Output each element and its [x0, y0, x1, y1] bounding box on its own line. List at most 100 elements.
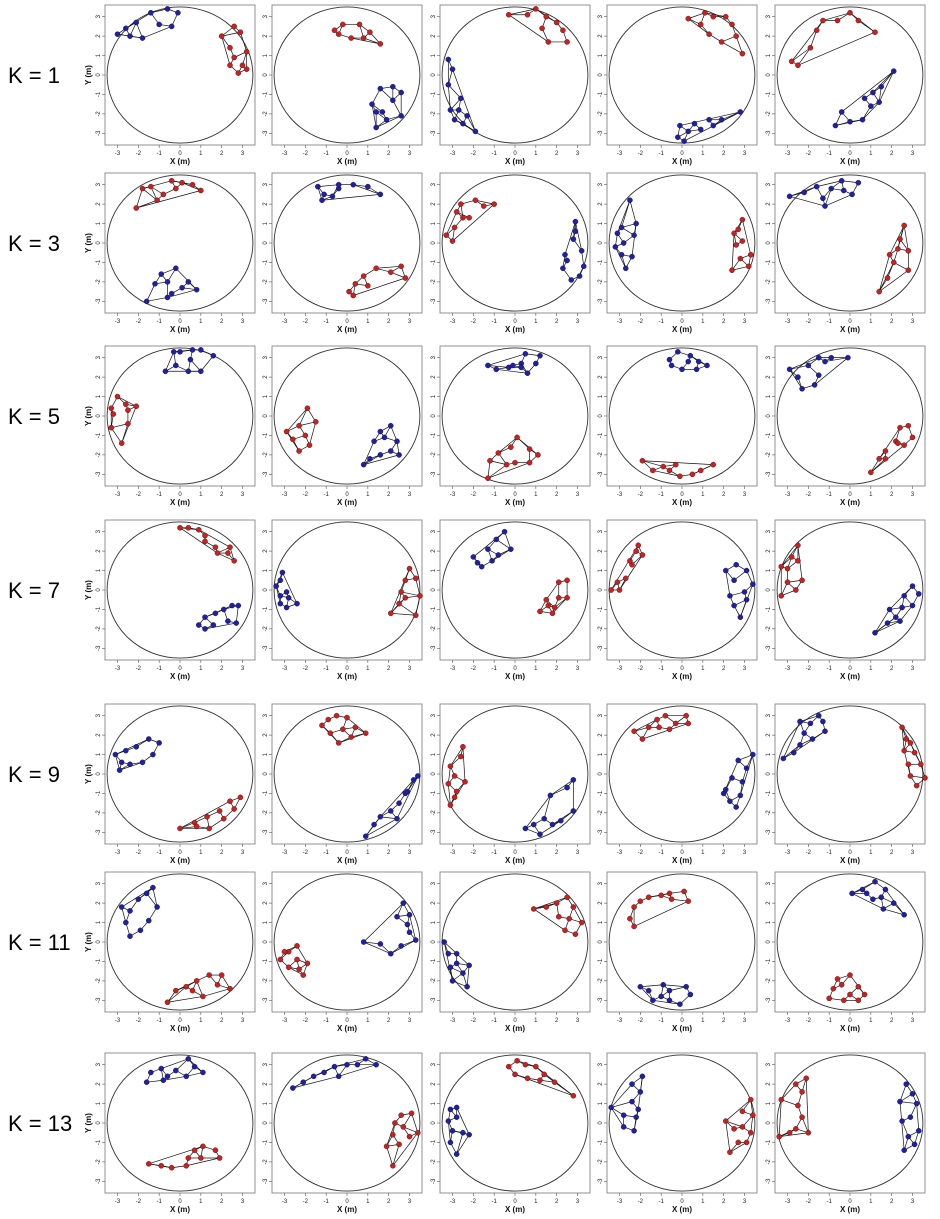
- arena-circle: [776, 1054, 924, 1192]
- y-tick-label: 3: [263, 713, 269, 717]
- x-tick-label: -2: [471, 1199, 477, 1205]
- blue-point: [148, 10, 154, 16]
- y-tick-label: -2: [598, 626, 604, 632]
- red-point: [702, 10, 708, 16]
- y-tick-label: -2: [96, 111, 102, 117]
- blue-point: [897, 1098, 903, 1105]
- red-edge: [208, 818, 224, 829]
- x-tick-label: -2: [303, 1018, 309, 1024]
- blue-edge: [363, 902, 404, 943]
- blue-edge: [575, 221, 583, 251]
- y-tick-label: 0: [766, 241, 772, 245]
- red-point: [731, 1126, 737, 1132]
- blue-point: [677, 1001, 683, 1007]
- blue-edge: [824, 188, 832, 207]
- red-edge: [781, 1099, 799, 1106]
- red-edge: [901, 727, 905, 751]
- blue-point: [156, 21, 162, 28]
- x-tick-label: -1: [323, 492, 329, 498]
- red-point: [206, 972, 212, 978]
- blue-point: [706, 116, 712, 123]
- blue-edge: [789, 357, 819, 370]
- y-tick-label: 0: [431, 588, 437, 592]
- plot-frame: [104, 345, 256, 487]
- red-point: [855, 983, 862, 990]
- blue-edge: [456, 1107, 470, 1135]
- red-point: [387, 610, 394, 617]
- red-edge: [893, 262, 909, 271]
- blue-point: [191, 1063, 198, 1070]
- blue-point: [145, 917, 152, 924]
- plot-frame: [774, 519, 926, 661]
- red-edge: [240, 32, 247, 52]
- red-point: [356, 21, 363, 28]
- x-tick-label: -2: [136, 151, 142, 157]
- x-tick-label: 2: [555, 151, 559, 157]
- x-tick-label: -1: [156, 850, 162, 856]
- blue-point: [847, 118, 853, 125]
- x-axis-label: X (m): [505, 325, 525, 334]
- y-tick-label: -3: [263, 829, 269, 835]
- blue-point: [687, 352, 694, 359]
- y-tick-label: 2: [431, 549, 437, 553]
- x-tick-label: 0: [345, 151, 349, 157]
- x-axis-label: X (m): [840, 1205, 860, 1214]
- red-point: [662, 712, 669, 719]
- red-point: [312, 419, 319, 425]
- red-point: [377, 41, 384, 47]
- blue-point: [143, 890, 150, 897]
- blue-point: [220, 606, 227, 613]
- blue-point: [668, 362, 675, 369]
- x-tick-label: -3: [785, 850, 791, 856]
- blue-edge: [504, 531, 512, 550]
- blue-point: [693, 366, 700, 373]
- blue-point: [612, 244, 619, 250]
- y-tick-label: 1: [598, 920, 604, 924]
- blue-point: [916, 591, 922, 597]
- blue-point: [277, 593, 284, 599]
- blue-point: [501, 528, 508, 535]
- x-tick-label: 0: [345, 850, 349, 856]
- blue-point: [449, 66, 456, 72]
- blue-point: [861, 95, 868, 102]
- blue-point: [453, 950, 460, 957]
- blue-point: [235, 602, 242, 609]
- red-point: [623, 575, 629, 582]
- blue-point: [620, 240, 627, 246]
- red-point: [905, 267, 912, 273]
- blue-point: [618, 224, 625, 231]
- y-tick-label: 0: [96, 940, 102, 944]
- blue-point: [202, 626, 208, 632]
- red-edge: [742, 219, 752, 255]
- y-tick-label: 2: [431, 34, 437, 38]
- blue-point: [637, 983, 644, 990]
- y-tick-label: -1: [96, 606, 102, 612]
- blue-point: [143, 298, 150, 305]
- y-tick-label: -2: [263, 452, 269, 458]
- red-point: [412, 612, 419, 619]
- blue-point: [629, 1081, 635, 1087]
- y-tick-label: 1: [96, 752, 102, 756]
- x-tick-label: 2: [890, 1018, 894, 1024]
- red-edge: [475, 199, 495, 205]
- red-point: [417, 593, 423, 599]
- red-point: [227, 544, 233, 550]
- red-edge: [797, 31, 876, 66]
- x-tick-label: -3: [282, 1018, 288, 1024]
- y-tick-label: -3: [263, 645, 269, 651]
- red-point: [214, 550, 221, 556]
- blue-point: [154, 904, 160, 910]
- y-tick-label: -3: [263, 130, 269, 136]
- plot-frame: [439, 172, 591, 314]
- red-edge: [363, 37, 381, 45]
- y-tick-label: -1: [431, 958, 437, 964]
- red-point: [737, 255, 744, 262]
- blue-point: [466, 962, 472, 969]
- y-tick-label: 2: [766, 901, 772, 905]
- y-tick-label: 3: [598, 182, 604, 186]
- y-tick-label: 2: [263, 202, 269, 206]
